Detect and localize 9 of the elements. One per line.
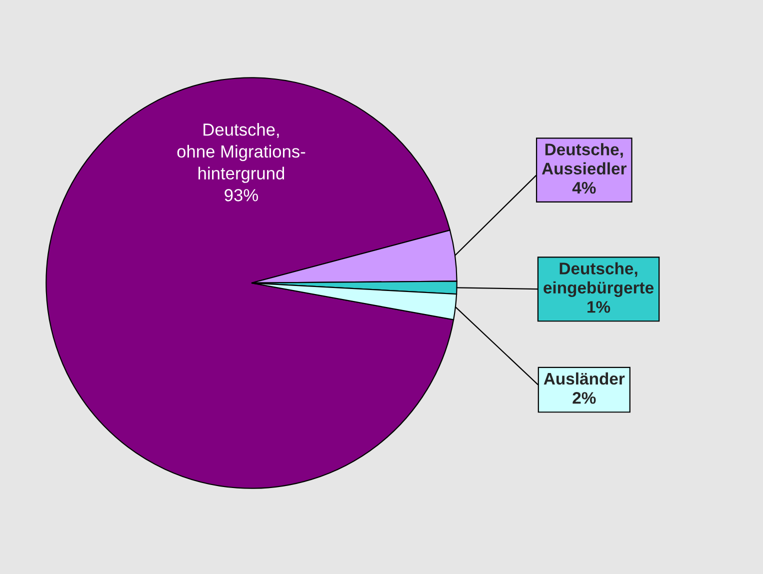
data-label: 1% [588,301,610,313]
data-label: 2% [572,392,596,404]
slice-label: Deutsche, ohne Migrations- hintergrund [177,123,306,183]
data-label: 4% [572,182,596,194]
slice-label: Ausländer [544,372,625,385]
slice-label: Deutsche, Aussiedler [542,143,627,175]
data-label: 93% [224,189,258,202]
pie-slice [46,77,454,489]
slice-label: Deutsche, eingebürgerte [544,262,654,297]
